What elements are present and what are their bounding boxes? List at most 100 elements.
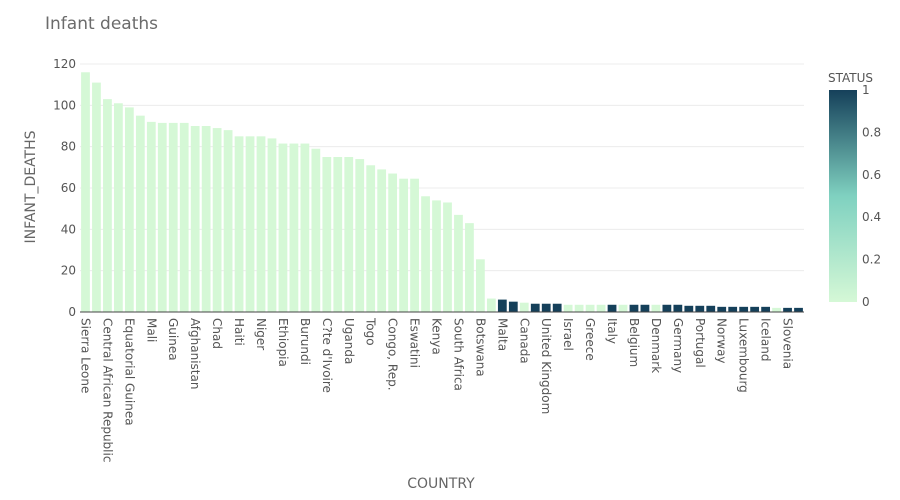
bar bbox=[190, 126, 200, 312]
bar bbox=[673, 304, 683, 312]
x-tick-label: Congo, Rep. bbox=[386, 318, 400, 391]
bar bbox=[706, 305, 716, 312]
x-tick-label: Togo bbox=[364, 317, 378, 346]
bar bbox=[114, 103, 123, 313]
bar bbox=[750, 306, 760, 312]
x-tick-label: Kenya bbox=[430, 318, 444, 355]
x-tick-label: Canada bbox=[517, 318, 531, 364]
bar bbox=[530, 303, 540, 312]
x-tick-label: Mali bbox=[144, 318, 158, 342]
x-tick-label: United Kingdom bbox=[539, 318, 553, 414]
bar bbox=[103, 99, 112, 312]
bar bbox=[465, 223, 474, 312]
x-tick-label: Uganda bbox=[342, 318, 356, 364]
bar bbox=[234, 136, 244, 312]
bar bbox=[717, 306, 727, 312]
y-tick-label: 80 bbox=[61, 140, 76, 154]
colorbar-tick-label: 0.6 bbox=[862, 168, 881, 182]
x-tick-label: Iceland bbox=[759, 318, 773, 361]
x-tick-label: Israel bbox=[561, 318, 575, 351]
bar bbox=[344, 157, 354, 312]
bar bbox=[410, 178, 419, 312]
x-tick-label: Germany bbox=[671, 318, 685, 373]
x-tick-label: Luxembourg bbox=[737, 318, 751, 393]
bar bbox=[454, 214, 463, 312]
colorbar-tick-label: 0 bbox=[862, 295, 870, 309]
x-tick-label: Portugal bbox=[693, 318, 707, 368]
bar bbox=[519, 302, 529, 312]
bar bbox=[783, 307, 792, 312]
bar bbox=[432, 200, 441, 312]
bar bbox=[662, 304, 672, 312]
bar bbox=[399, 178, 408, 312]
colorbar-tick-label: 1 bbox=[862, 83, 870, 97]
bar bbox=[289, 143, 299, 312]
y-tick-label: 60 bbox=[61, 181, 76, 195]
x-tick-label: Burundi bbox=[298, 318, 312, 365]
bar bbox=[245, 136, 255, 312]
bar bbox=[201, 126, 211, 312]
bar bbox=[739, 306, 749, 312]
x-tick-label: Central African Republic bbox=[100, 318, 114, 462]
y-axis-ticks: 0 20 40 60 80 100 120 bbox=[53, 57, 76, 319]
x-tick-label: Botswana bbox=[473, 318, 487, 377]
bar bbox=[135, 115, 145, 313]
x-tick-label: Ethiopia bbox=[276, 318, 290, 367]
x-tick-label: Greece bbox=[583, 318, 597, 361]
bar bbox=[300, 143, 310, 312]
colorbar-gradient bbox=[829, 90, 857, 302]
bar bbox=[651, 304, 661, 312]
bar bbox=[443, 202, 452, 312]
bars bbox=[80, 72, 804, 313]
y-tick-label: 0 bbox=[68, 305, 76, 319]
bar bbox=[168, 122, 178, 313]
bar bbox=[179, 122, 189, 313]
bar bbox=[421, 196, 430, 312]
bar bbox=[607, 304, 617, 312]
bar bbox=[486, 298, 496, 312]
x-tick-label: Equatorial Guinea bbox=[122, 318, 136, 426]
bar bbox=[157, 122, 167, 313]
colorbar-tick-label: 0.2 bbox=[862, 253, 881, 267]
bar bbox=[388, 173, 398, 312]
x-tick-label: Denmark bbox=[649, 318, 663, 373]
x-tick-label: Slovenia bbox=[781, 318, 795, 369]
colorbar-tick-label: 0.4 bbox=[862, 210, 881, 224]
bar bbox=[695, 305, 705, 312]
gridlines bbox=[80, 63, 804, 313]
x-tick-label: Sierra Leone bbox=[78, 318, 92, 393]
x-tick-label: South Africa bbox=[451, 318, 465, 391]
bar bbox=[585, 304, 595, 312]
y-tick-label: 120 bbox=[53, 57, 76, 71]
bar bbox=[267, 138, 277, 312]
bar bbox=[333, 157, 343, 312]
bar bbox=[278, 143, 288, 312]
bar bbox=[563, 304, 573, 312]
colorbar-tick-label: 0.8 bbox=[862, 125, 881, 139]
bar bbox=[684, 305, 694, 312]
bar bbox=[761, 306, 770, 312]
x-tick-label: C?te d'Ivoire bbox=[320, 318, 334, 393]
x-tick-label: Haiti bbox=[232, 318, 246, 346]
bar bbox=[541, 303, 551, 312]
x-tick-label: Chad bbox=[210, 318, 224, 349]
bar bbox=[366, 165, 376, 312]
bar bbox=[223, 130, 233, 312]
y-tick-label: 100 bbox=[53, 98, 76, 112]
bar bbox=[377, 169, 387, 312]
x-tick-label: Italy bbox=[605, 318, 619, 344]
y-tick-label: 20 bbox=[61, 264, 76, 278]
colorbar-title: STATUS bbox=[828, 71, 873, 85]
bar bbox=[552, 303, 562, 312]
bar bbox=[728, 306, 738, 312]
bar bbox=[629, 304, 639, 312]
bar bbox=[476, 259, 485, 312]
x-tick-label: Belgium bbox=[627, 318, 641, 367]
colorbar-legend: STATUS 0 0.2 0.4 0.6 0.8 1 bbox=[828, 71, 881, 309]
bar bbox=[794, 307, 803, 312]
bar bbox=[355, 159, 365, 312]
bar bbox=[212, 128, 222, 312]
bar bbox=[618, 304, 628, 312]
bar bbox=[311, 148, 321, 312]
